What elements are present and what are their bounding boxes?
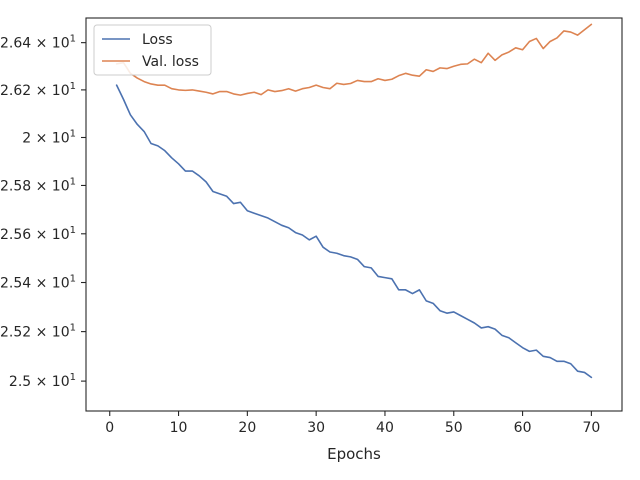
y-tick-label: 2.52 × 101 [0,323,76,341]
y-tick-label: 2 × 101 [22,128,76,146]
x-axis-label: Epochs [327,445,381,463]
series-line-loss [115,84,593,379]
y-axis: 2.5 × 101 2.52 × 101 2.54 × 101 2.56 × 101 2… [0,34,86,390]
legend: Loss Val. loss [93,24,212,76]
y-tick-label: 2.62 × 101 [0,81,76,99]
series-line-val-loss [115,23,593,96]
legend-box [93,24,212,76]
x-tick-label: 30 [307,420,325,436]
x-tick-label: 0 [105,420,114,436]
y-tick-label: 2.58 × 101 [0,176,76,194]
x-axis: 0 10 20 30 40 50 60 70 [105,411,600,436]
x-tick-label: 40 [376,420,394,436]
x-tick-label: 20 [238,420,256,436]
y-tick-label: 2.64 × 101 [0,34,76,52]
plot-frame [85,17,623,412]
y-tick-label: 2.5 × 101 [9,372,76,390]
x-tick-label: 10 [170,420,188,436]
y-tick-label: 2.54 × 101 [0,274,76,292]
series-layer [115,23,593,379]
plot-background [86,18,622,411]
x-tick-label: 70 [582,420,600,436]
x-tick-label: 50 [445,420,463,436]
legend-label-val-loss: Val. loss [142,54,199,70]
legend-label-loss: Loss [142,32,173,48]
x-tick-label: 60 [514,420,532,436]
y-tick-label: 2.56 × 101 [0,225,76,243]
